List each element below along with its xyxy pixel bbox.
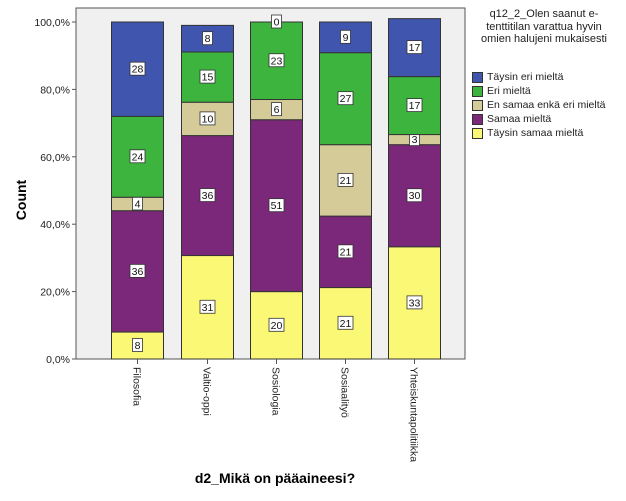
y-axis-title: Count <box>6 140 36 260</box>
x-tick-label: Sosiaalityö <box>339 367 351 418</box>
data-label-box <box>129 263 146 278</box>
data-label: 0 <box>274 17 280 29</box>
data-label: 3 <box>412 134 418 146</box>
data-label-box <box>199 69 216 84</box>
x-tick-label: Filosofia <box>131 367 143 406</box>
data-label: 30 <box>409 190 421 202</box>
data-label: 28 <box>132 64 144 76</box>
y-tick-label: 0,0% <box>46 354 70 366</box>
data-label: 24 <box>132 151 144 163</box>
data-label: 27 <box>340 93 352 105</box>
data-label: 33 <box>409 297 421 309</box>
data-label-box <box>129 61 146 76</box>
x-tick-label: Yhteiskuntapolitiikka <box>408 367 420 462</box>
data-label-box <box>406 295 423 310</box>
data-label-box <box>199 188 216 202</box>
legend-title: q12_2_Olen saanut e-tenttitilan varattua… <box>481 8 607 45</box>
data-label-box <box>268 198 285 213</box>
data-label-box <box>337 315 354 330</box>
data-label-box <box>129 149 146 164</box>
y-tick-label: 20,0% <box>40 287 70 299</box>
data-label-box <box>406 40 423 55</box>
data-label: 10 <box>202 113 214 125</box>
data-label-box <box>268 53 285 68</box>
y-tick-label: 60,0% <box>40 152 70 164</box>
y-tick-label: 100,0% <box>34 17 70 29</box>
legend-item: Samaa mieltä <box>472 112 605 126</box>
data-label: 17 <box>409 100 421 112</box>
data-label: 20 <box>271 320 283 332</box>
data-label: 36 <box>202 190 214 202</box>
data-label-box <box>202 31 213 46</box>
data-label: 51 <box>271 200 283 212</box>
data-label-box <box>337 91 354 106</box>
x-tick-label: Sosiologia <box>270 367 282 416</box>
data-label-box <box>406 188 423 203</box>
data-label-box <box>268 317 285 332</box>
data-label-box <box>199 299 216 314</box>
data-label-box <box>337 244 354 259</box>
data-label: 6 <box>274 104 280 116</box>
legend-label: En samaa enkä eri mieltä <box>487 99 606 111</box>
data-label: 15 <box>202 72 214 84</box>
y-tick-label: 80,0% <box>40 84 70 96</box>
legend-swatch <box>472 71 483 83</box>
legend-item: Täysin samaa mieltä <box>472 126 605 140</box>
legend-label: Samaa mieltä <box>487 113 552 125</box>
data-label: 31 <box>202 302 214 314</box>
legend-item: En samaa enkä eri mieltä <box>472 98 605 112</box>
data-label-box <box>340 29 351 44</box>
legend-label: Täysin eri mieltä <box>487 71 564 83</box>
data-label-box <box>132 338 143 352</box>
data-label: 4 <box>135 198 141 210</box>
data-label: 8 <box>205 33 211 45</box>
x-tick-label: Valtio-oppi <box>201 367 213 416</box>
y-axis-title-text: Count <box>13 179 29 221</box>
data-label: 21 <box>340 175 352 187</box>
legend: Täysin eri mieltä Eri mieltä En samaa enkä… <box>472 70 605 140</box>
data-label: 36 <box>132 266 144 278</box>
data-label: 21 <box>340 246 352 258</box>
y-tick-label: 40,0% <box>40 219 70 231</box>
data-label-box <box>199 111 216 126</box>
legend-item: Eri mieltä <box>472 84 605 98</box>
data-label: 21 <box>340 318 352 330</box>
data-label: 8 <box>135 340 141 352</box>
data-label-box <box>337 172 354 187</box>
data-label-box <box>271 102 282 117</box>
legend-swatch <box>472 99 483 111</box>
legend-swatch <box>472 85 483 97</box>
legend-item: Täysin eri mieltä <box>472 70 605 84</box>
x-axis-title: d2_Mikä on pääaineesi? <box>194 470 356 486</box>
legend-swatch <box>472 127 483 139</box>
data-label: 9 <box>343 32 349 44</box>
legend-swatch <box>472 113 483 125</box>
data-label-box <box>271 14 282 29</box>
legend-label: Täysin samaa mieltä <box>487 127 584 139</box>
legend-label: Eri mieltä <box>487 85 531 97</box>
data-label-box <box>406 98 423 112</box>
data-label: 17 <box>409 42 421 54</box>
data-label: 23 <box>271 55 283 67</box>
